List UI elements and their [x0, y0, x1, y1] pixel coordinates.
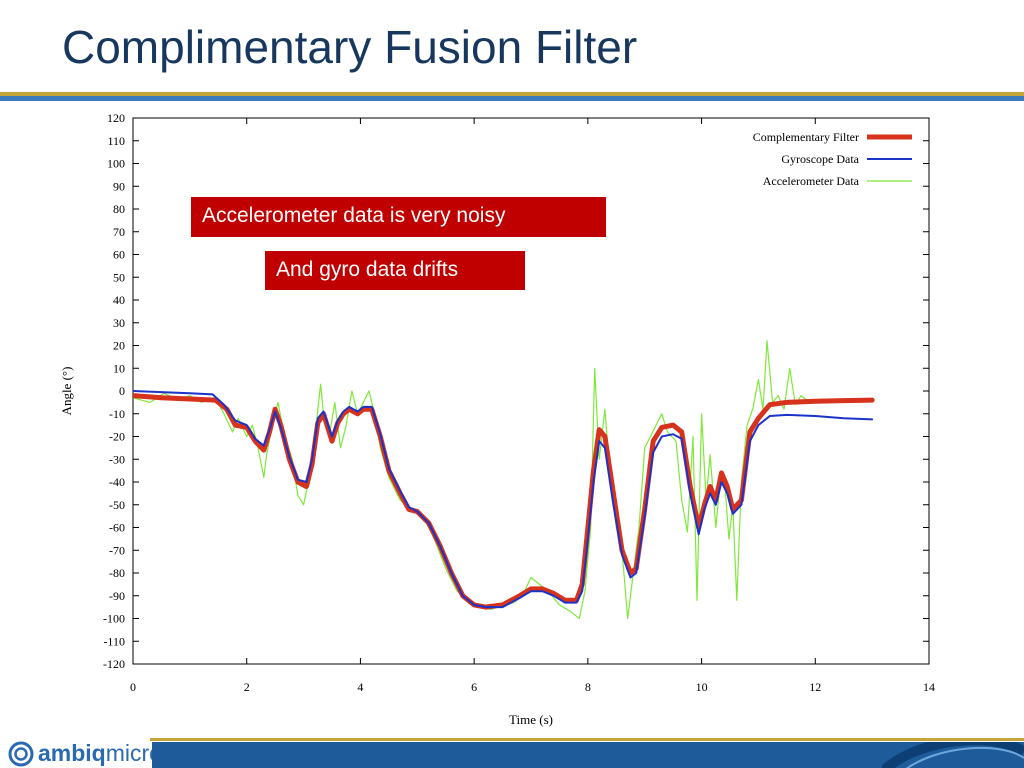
y-tick-label: 10 — [113, 361, 125, 375]
ambiq-micro-logo: ambiqmicro — [8, 738, 162, 768]
x-axis-ticks: 0 2 4 6 8 10 12 14 — [130, 118, 935, 694]
y-tick-label: 90 — [113, 179, 125, 193]
y-tick-label: -100 — [103, 612, 125, 626]
y-tick-label: 110 — [107, 134, 125, 148]
x-tick-label: 14 — [923, 680, 935, 694]
y-tick-label: 120 — [107, 111, 125, 125]
y-axis-label: Angle (°) — [59, 367, 74, 416]
y-tick-label: 70 — [113, 225, 125, 239]
logo-text-bold: ambiq — [38, 740, 106, 766]
y-tick-label: 40 — [113, 293, 125, 307]
legend-accelerometer-data-label: Accelerometer Data — [763, 174, 860, 188]
y-tick-label: -60 — [109, 521, 125, 535]
legend-gyroscope-data-label: Gyroscope Data — [781, 152, 859, 166]
logo-spiral-icon — [8, 741, 34, 767]
y-tick-label: -120 — [103, 657, 125, 671]
callout-noisy-accelerometer: Accelerometer data is very noisy — [191, 197, 606, 237]
y-tick-label: 50 — [113, 270, 125, 284]
y-axis-ticks: 1201101009080706050403020100-10-20-30-40… — [103, 111, 929, 671]
y-tick-label: -70 — [109, 543, 125, 557]
y-tick-label: 60 — [113, 248, 125, 262]
x-tick-label: 6 — [471, 680, 477, 694]
legend-complementary-filter-label: Complementary Filter — [753, 130, 859, 144]
title-gold-rule — [0, 92, 1024, 96]
x-tick-label: 0 — [130, 680, 136, 694]
y-tick-label: -40 — [109, 475, 125, 489]
footer-swoosh-graphic — [882, 742, 1024, 768]
x-tick-label: 4 — [357, 680, 363, 694]
x-axis-label: Time (s) — [509, 712, 553, 727]
y-tick-label: -90 — [109, 589, 125, 603]
y-tick-label: 30 — [113, 316, 125, 330]
y-tick-label: -20 — [109, 430, 125, 444]
x-tick-label: 8 — [585, 680, 591, 694]
title-blue-rule — [0, 96, 1024, 101]
y-tick-label: -10 — [109, 407, 125, 421]
y-tick-label: 0 — [119, 384, 125, 398]
y-tick-label: 100 — [107, 157, 125, 171]
footer-bar — [152, 742, 1024, 768]
y-tick-label: 20 — [113, 339, 125, 353]
y-tick-label: -110 — [103, 634, 125, 648]
gyroscope-data-line — [133, 390, 874, 609]
angle-chart: 1201101009080706050403020100-10-20-30-40… — [59, 111, 935, 727]
y-tick-label: 80 — [113, 202, 125, 216]
y-tick-label: -30 — [109, 452, 125, 466]
y-tick-label: -50 — [109, 498, 125, 512]
x-tick-label: 2 — [244, 680, 250, 694]
x-tick-label: 12 — [809, 680, 821, 694]
y-tick-label: -80 — [109, 566, 125, 580]
callout-gyro-drift: And gyro data drifts — [265, 251, 525, 290]
slide-title: Complimentary Fusion Filter — [62, 21, 638, 73]
footer-gold-rule — [150, 738, 1024, 741]
chart-legend: Complementary Filter Gyroscope Data Accele… — [753, 130, 912, 188]
x-tick-label: 10 — [696, 680, 708, 694]
series-layer — [133, 340, 875, 620]
